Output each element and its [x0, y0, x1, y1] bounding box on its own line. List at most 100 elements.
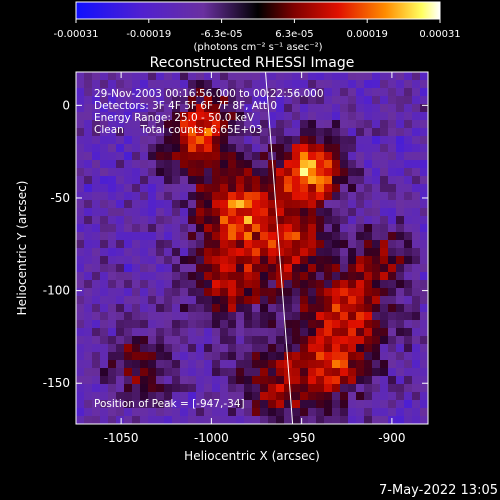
heatmap-cell — [420, 240, 428, 249]
heatmap-cell — [268, 400, 277, 409]
heatmap-cell — [156, 288, 165, 297]
heatmap-cell — [380, 224, 389, 233]
heatmap-cell — [356, 144, 365, 153]
heatmap-cell — [396, 368, 405, 377]
heatmap-cell — [276, 384, 285, 393]
heatmap-cell — [220, 208, 229, 217]
heatmap-cell — [260, 184, 269, 193]
heatmap-cell — [388, 400, 397, 409]
heatmap-cell — [404, 336, 413, 345]
heatmap-cell — [372, 184, 381, 193]
heatmap-cell — [108, 344, 117, 353]
heatmap-cell — [292, 408, 301, 417]
heatmap-cell — [100, 360, 109, 369]
heatmap-cell — [212, 360, 221, 369]
heatmap-cell — [212, 352, 221, 361]
heatmap-cell — [220, 232, 229, 241]
heatmap-cell — [252, 200, 261, 209]
heatmap-cell — [340, 400, 349, 409]
heatmap-cell — [316, 184, 325, 193]
heatmap-cell — [180, 96, 189, 105]
heatmap-cell — [404, 72, 413, 81]
heatmap-cell — [180, 216, 189, 225]
heatmap-cell — [332, 240, 341, 249]
x-axis-ticks: -1050 -1000 -950 -900 — [104, 72, 406, 445]
heatmap-cell — [404, 128, 413, 137]
heatmap-cell — [292, 384, 301, 393]
heatmap-cell — [412, 376, 421, 385]
heatmap-cell — [396, 360, 405, 369]
heatmap-cell — [364, 120, 373, 129]
heatmap-cell — [284, 208, 293, 217]
heatmap-cell — [260, 200, 269, 209]
heatmap-cell — [316, 112, 325, 121]
heatmap-cell — [388, 216, 397, 225]
heatmap-cell — [228, 376, 237, 385]
heatmap-cell — [348, 352, 357, 361]
heatmap-cell — [172, 176, 181, 185]
heatmap-cell — [116, 320, 125, 329]
heatmap-cell — [388, 360, 397, 369]
heatmap-cell — [308, 136, 317, 145]
heatmap-cell — [220, 144, 229, 153]
heatmap-cell — [292, 416, 301, 424]
y-tick-label: 0 — [62, 98, 70, 112]
heatmap-cell — [188, 96, 197, 105]
heatmap-cell — [172, 368, 181, 377]
heatmap-cell — [116, 368, 125, 377]
heatmap-cell — [212, 248, 221, 257]
heatmap-cell — [148, 352, 157, 361]
heatmap-cell — [196, 208, 205, 217]
heatmap-cell — [356, 160, 365, 169]
heatmap-cell — [340, 224, 349, 233]
annotation-energy: Energy Range: 25.0 - 50.0 keV — [94, 112, 255, 124]
heatmap-cell — [196, 256, 205, 265]
heatmap-cell — [260, 120, 269, 129]
heatmap-cell — [164, 112, 173, 121]
heatmap-cell — [228, 224, 237, 233]
heatmap-cell — [412, 168, 421, 177]
heatmap-cell — [372, 160, 381, 169]
heatmap-cell — [148, 288, 157, 297]
heatmap-cell — [164, 144, 173, 153]
heatmap-cell — [236, 72, 245, 81]
heatmap-cell — [244, 248, 253, 257]
heatmap-cell — [132, 272, 141, 281]
heatmap-cell — [372, 360, 381, 369]
heatmap-cell — [180, 336, 189, 345]
heatmap-cell — [156, 96, 165, 105]
heatmap-cell — [244, 88, 253, 97]
heatmap-cell — [132, 408, 141, 417]
heatmap-cell — [76, 416, 85, 424]
heatmap-cell — [388, 192, 397, 201]
heatmap-cell — [108, 264, 117, 273]
heatmap-cell — [252, 336, 261, 345]
heatmap-cell — [340, 280, 349, 289]
heatmap-cell — [396, 104, 405, 113]
heatmap-cell — [188, 392, 197, 401]
heatmap-cell — [180, 224, 189, 233]
heatmap-cell — [356, 224, 365, 233]
heatmap-cell — [388, 280, 397, 289]
heatmap-cell — [212, 208, 221, 217]
heatmap-cell — [188, 192, 197, 201]
heatmap-cell — [412, 264, 421, 273]
heatmap-cell — [284, 312, 293, 321]
heatmap-cell — [284, 184, 293, 193]
heatmap-cell — [196, 360, 205, 369]
heatmap-cell — [356, 416, 365, 424]
heatmap-cell — [196, 80, 205, 89]
heatmap-cell — [388, 272, 397, 281]
heatmap-cell — [76, 408, 85, 417]
heatmap-cell — [236, 280, 245, 289]
heatmap-cell — [100, 344, 109, 353]
heatmap-cell — [92, 384, 101, 393]
heatmap-cell — [132, 416, 141, 424]
heatmap-cell — [268, 416, 277, 424]
heatmap-cell — [148, 96, 157, 105]
heatmap-cell — [268, 224, 277, 233]
heatmap-cell — [124, 264, 133, 273]
heatmap-cell — [300, 88, 309, 97]
heatmap-cell — [348, 232, 357, 241]
heatmap-cell — [364, 80, 373, 89]
